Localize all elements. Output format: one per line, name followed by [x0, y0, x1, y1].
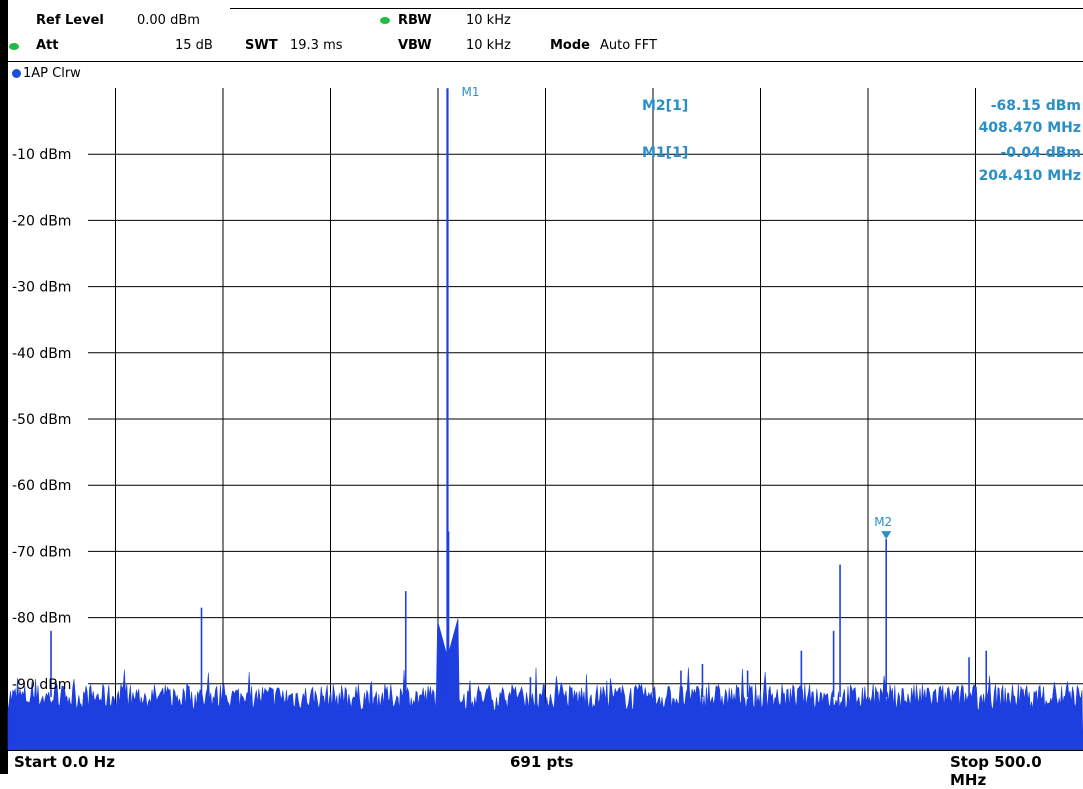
trace-color-dot-icon	[12, 69, 21, 78]
marker-readout-level: -0.04 dBm	[1000, 145, 1081, 161]
marker-readout-name: M2[1]	[642, 98, 688, 114]
marker-readout-name: M1[1]	[642, 145, 688, 161]
left-frame-bar	[0, 0, 8, 774]
marker-layer: M1 M2 M2[1] -68.15 dBm 408.470 MHz M1[1] -0.04…	[461, 85, 1081, 540]
y-tick-label: -90 dBm	[12, 677, 71, 693]
rbw-status-dot	[380, 17, 390, 24]
trace-layer	[7, 88, 1083, 751]
footer-bar	[8, 750, 1083, 775]
marker-m1-label: M1	[461, 85, 479, 99]
label-layer: -10 dBm -20 dBm -30 dBm -40 dBm -50 dBm -60 d…	[12, 147, 71, 693]
y-tick-label: -10 dBm	[12, 147, 71, 163]
vbw-label: VBW	[398, 38, 432, 53]
y-tick-label: -50 dBm	[12, 412, 71, 428]
ref-level-value: 0.00 dBm	[137, 13, 200, 28]
swt-value: 19.3 ms	[290, 38, 343, 53]
y-tick-label: -20 dBm	[12, 213, 71, 229]
start-frequency: Start 0.0 Hz	[14, 753, 115, 771]
sweep-points: 691 pts	[510, 753, 574, 771]
vbw-value: 10 kHz	[466, 38, 511, 53]
noise-floor-trace	[7, 618, 1083, 751]
marker-m2-label: M2	[874, 515, 892, 529]
att-status-dot	[9, 43, 19, 50]
rbw-value: 10 kHz	[466, 13, 511, 28]
marker-readout-frequency: 204.410 MHz	[979, 168, 1081, 184]
att-value: 15 dB	[175, 38, 213, 53]
grid-layer	[88, 88, 1083, 750]
y-tick-label: -70 dBm	[12, 544, 71, 560]
swt-label: SWT	[245, 38, 278, 53]
marker-readout-frequency: 408.470 MHz	[979, 120, 1081, 136]
mode-label: Mode	[550, 38, 590, 53]
marker-readout-level: -68.15 dBm	[991, 98, 1081, 114]
y-tick-label: -30 dBm	[12, 280, 71, 296]
marker-m2-triangle-icon	[881, 531, 892, 540]
header-bottom-divider	[8, 61, 1083, 62]
ref-level-label: Ref Level	[36, 13, 104, 28]
att-label: Att	[36, 38, 59, 53]
stop-frequency: Stop 500.0 MHz	[950, 753, 1042, 789]
y-tick-label: -60 dBm	[12, 478, 71, 494]
rbw-label: RBW	[398, 13, 432, 28]
mode-value: Auto FFT	[600, 38, 657, 53]
y-tick-label: -80 dBm	[12, 611, 71, 627]
trace-label-text: 1AP Clrw	[23, 66, 81, 81]
y-tick-label: -40 dBm	[12, 346, 71, 362]
header-top-divider	[230, 8, 1083, 9]
trace-indicator: 1AP Clrw	[12, 66, 81, 81]
